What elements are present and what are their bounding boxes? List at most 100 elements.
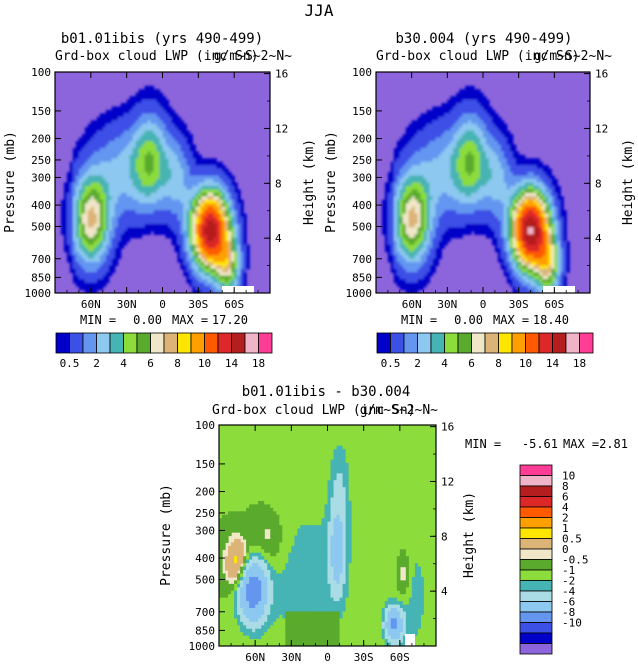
contour-cell — [168, 182, 173, 187]
contour-cell — [512, 275, 517, 280]
contour-cell — [474, 151, 478, 156]
contour-cell — [141, 189, 146, 194]
contour-cell — [432, 206, 437, 211]
contour-cell — [192, 244, 196, 249]
contour-cell — [135, 127, 140, 132]
contour-cell — [156, 161, 161, 166]
contour-cell — [417, 189, 422, 194]
contour-cell — [114, 192, 119, 197]
contour-cell — [536, 210, 541, 215]
contour-cell — [150, 106, 155, 111]
contour-cell — [138, 109, 143, 115]
contour-cell — [459, 230, 463, 235]
contour-cell — [63, 185, 68, 190]
contour-cell — [444, 223, 448, 228]
contour-cell — [228, 213, 232, 218]
contour-cell — [521, 272, 526, 277]
contour-cell — [459, 158, 463, 163]
contour-cell — [563, 248, 567, 253]
contour-cell — [420, 130, 425, 135]
contour-cell — [222, 210, 226, 215]
contour-cell — [384, 213, 389, 218]
contour-cell — [500, 217, 505, 222]
contour-cell — [231, 223, 235, 228]
contour-cell — [545, 217, 549, 222]
contour-cell — [390, 179, 395, 184]
contour-cell — [99, 120, 104, 125]
contour-cell — [138, 217, 143, 222]
contour-cell — [509, 147, 514, 153]
contour-cell — [150, 220, 155, 225]
contour-cell — [426, 109, 431, 115]
contour-cell — [414, 268, 419, 273]
contour-cell — [228, 196, 232, 201]
contour-cell — [237, 244, 241, 249]
contour-cell — [102, 258, 107, 263]
contour-cell — [471, 196, 475, 201]
contour-cell — [483, 161, 487, 166]
contour-cell — [521, 237, 526, 242]
contour-cell — [96, 203, 101, 208]
contour-cell — [141, 213, 146, 218]
contour-cell — [99, 213, 104, 218]
contour-cell — [477, 179, 481, 184]
contour-cell — [468, 165, 472, 170]
contour-cell — [518, 185, 523, 190]
contour-cell — [117, 175, 122, 180]
contour-cell — [204, 282, 208, 287]
contour-cell — [518, 258, 523, 263]
contour-cell — [405, 244, 410, 249]
contour-cell — [87, 192, 92, 197]
contour-cell — [423, 268, 428, 273]
contour-cell — [63, 217, 68, 222]
contour-cell — [438, 172, 442, 177]
contour-cell — [390, 223, 395, 228]
contour-cell — [138, 161, 143, 166]
contour-cell — [456, 137, 460, 142]
contour-cell — [503, 251, 508, 256]
panel-left: b01.01ibis (yrs 490-499) Grd-box cloud L… — [3, 31, 317, 370]
contour-cell — [108, 175, 113, 180]
contour-cell — [171, 206, 176, 211]
contour-cell — [129, 127, 134, 132]
contour-cell — [483, 99, 487, 104]
contour-cell — [497, 248, 502, 253]
contour-cell — [411, 189, 416, 194]
contour-cell — [548, 179, 552, 184]
contour-cell — [207, 237, 211, 242]
contour-cell — [120, 244, 125, 249]
contour-cell — [102, 251, 107, 256]
contour-cell — [420, 227, 425, 232]
contour-cell — [384, 189, 389, 194]
contour-cell — [408, 151, 413, 156]
contour-cell — [426, 134, 431, 139]
contour-cell — [417, 261, 422, 266]
contour-cell — [542, 237, 547, 242]
contour-cell — [180, 182, 185, 187]
contour-cell — [450, 196, 454, 201]
contour-cell — [518, 230, 523, 235]
contour-cell — [417, 165, 422, 170]
contour-cell — [66, 234, 71, 239]
contour-cell — [186, 251, 190, 256]
contour-cell — [524, 172, 529, 177]
contour-cell — [426, 241, 431, 246]
contour-cell — [393, 158, 398, 163]
contour-cell — [405, 185, 410, 190]
contour-cell — [243, 223, 247, 228]
contour-cell — [384, 220, 389, 225]
contour-cell — [405, 237, 410, 242]
contour-cell — [429, 137, 434, 142]
contour-cell — [189, 244, 193, 249]
contour-cell — [78, 158, 83, 163]
contour-cell — [213, 168, 217, 173]
contour-cell — [554, 192, 558, 197]
contour-cell — [405, 234, 410, 239]
contour-cell — [471, 109, 475, 115]
contour-cell — [225, 217, 229, 222]
contour-cell — [503, 141, 508, 146]
contour-cell — [105, 223, 110, 228]
contour-cell — [153, 182, 158, 187]
contour-cell — [509, 244, 514, 249]
contour-cell — [186, 147, 190, 153]
